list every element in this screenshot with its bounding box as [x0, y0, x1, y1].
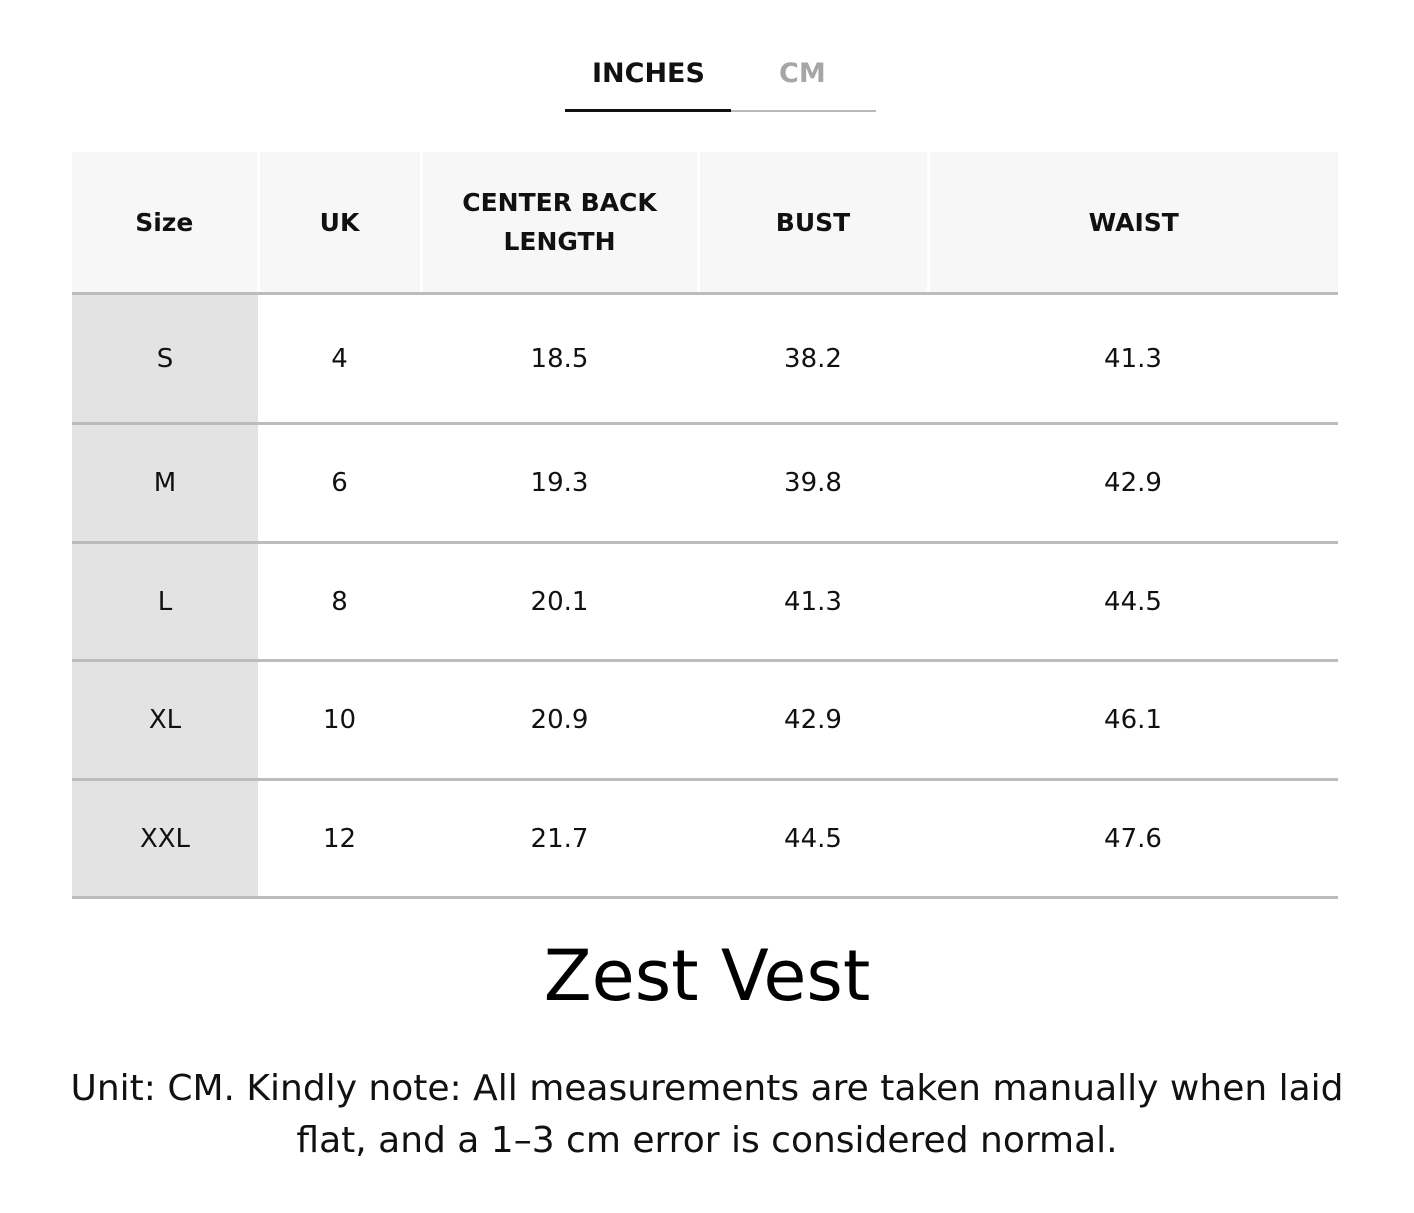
value-cell: 4 — [258, 293, 421, 425]
value-cell: 8 — [258, 542, 421, 662]
tab-inches[interactable]: INCHES — [592, 58, 705, 89]
value-cell: 18.5 — [421, 293, 698, 425]
size-cell: L — [72, 542, 258, 662]
header-cell: BUST — [696, 152, 928, 295]
value-cell: 46.1 — [928, 660, 1338, 781]
unit-tabs: INCHES CM — [565, 50, 876, 112]
value-cell: 47.6 — [928, 779, 1338, 899]
header-cell: CENTER BACK LENGTH — [419, 152, 698, 295]
value-cell: 38.2 — [698, 293, 928, 425]
table-row: XXL 12 21.7 44.5 47.6 — [72, 779, 1338, 899]
measurement-note: Unit: CM. Kindly note: All measurements … — [70, 1068, 1344, 1161]
value-cell: 6 — [258, 423, 421, 544]
value-cell: 44.5 — [928, 542, 1338, 662]
active-tab-indicator — [565, 109, 731, 112]
size-cell: M — [72, 423, 258, 544]
table-row: M 6 19.3 39.8 42.9 — [72, 423, 1338, 544]
size-table: Size UK CENTER BACK LENGTH BUST WAIST S 4 18.5… — [72, 152, 1338, 899]
value-cell: 21.7 — [421, 779, 698, 899]
size-cell: XXL — [72, 779, 258, 899]
value-cell: 20.1 — [421, 542, 698, 662]
value-cell: 39.8 — [698, 423, 928, 544]
header-cell: Size — [72, 152, 258, 295]
value-cell: 20.9 — [421, 660, 698, 781]
value-cell: 42.9 — [928, 423, 1338, 544]
value-cell: 19.3 — [421, 423, 698, 544]
header-row: Size UK CENTER BACK LENGTH BUST WAIST — [72, 152, 1338, 295]
table-row: S 4 18.5 38.2 41.3 — [72, 293, 1338, 425]
value-cell: 41.3 — [928, 293, 1338, 425]
table-row: L 8 20.1 41.3 44.5 — [72, 542, 1338, 662]
value-cell: 41.3 — [698, 542, 928, 662]
table-row: XL 10 20.9 42.9 46.1 — [72, 660, 1338, 781]
size-cell: XL — [72, 660, 258, 781]
table-body: S 4 18.5 38.2 41.3 M 6 19.3 39.8 42.9 L 8 20.1 41.3 44… — [72, 293, 1338, 899]
value-cell: 44.5 — [698, 779, 928, 899]
tab-cm[interactable]: CM — [779, 58, 826, 89]
header-cell: WAIST — [926, 152, 1338, 295]
value-cell: 10 — [258, 660, 421, 781]
size-cell: S — [72, 293, 258, 425]
header-cell: UK — [256, 152, 421, 295]
product-title: Zest Vest — [543, 935, 871, 1017]
value-cell: 42.9 — [698, 660, 928, 781]
value-cell: 12 — [258, 779, 421, 899]
